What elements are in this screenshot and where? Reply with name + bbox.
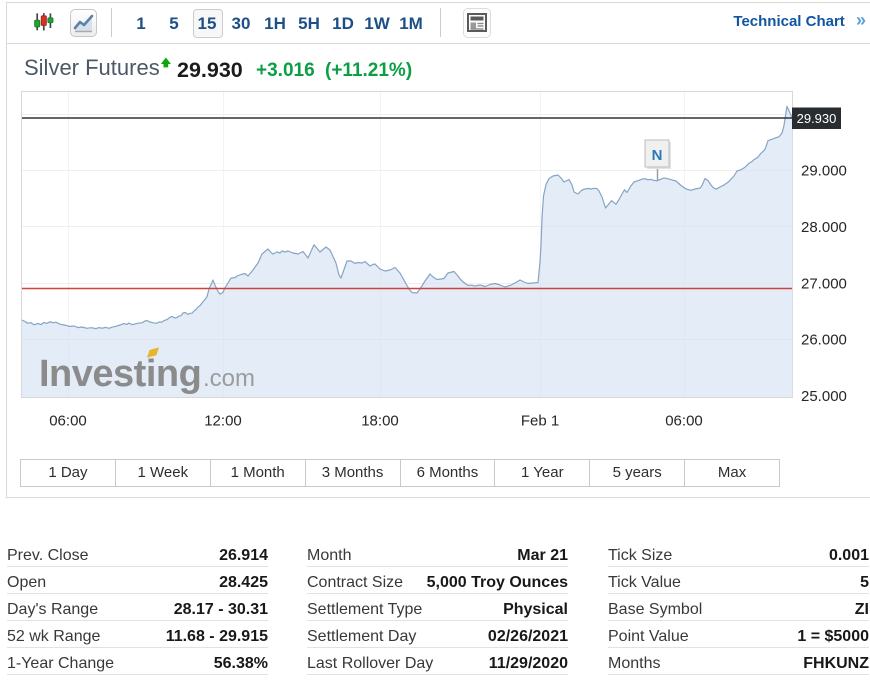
svg-text:25.000: 25.000 bbox=[801, 388, 847, 405]
svg-text:29.000: 29.000 bbox=[801, 163, 847, 180]
svg-text:06:00: 06:00 bbox=[665, 413, 703, 430]
svg-text:26.000: 26.000 bbox=[801, 332, 847, 349]
svg-text:Investing: Investing bbox=[39, 353, 201, 395]
svg-text:29.930: 29.930 bbox=[797, 111, 837, 126]
svg-text:18:00: 18:00 bbox=[361, 413, 399, 430]
svg-text:12:00: 12:00 bbox=[204, 413, 242, 430]
svg-text:06:00: 06:00 bbox=[49, 413, 87, 430]
svg-text:28.000: 28.000 bbox=[801, 219, 847, 236]
svg-text:N: N bbox=[652, 147, 663, 164]
svg-text:27.000: 27.000 bbox=[801, 275, 847, 292]
svg-text:.com: .com bbox=[203, 365, 255, 392]
svg-text:Feb 1: Feb 1 bbox=[521, 413, 559, 430]
